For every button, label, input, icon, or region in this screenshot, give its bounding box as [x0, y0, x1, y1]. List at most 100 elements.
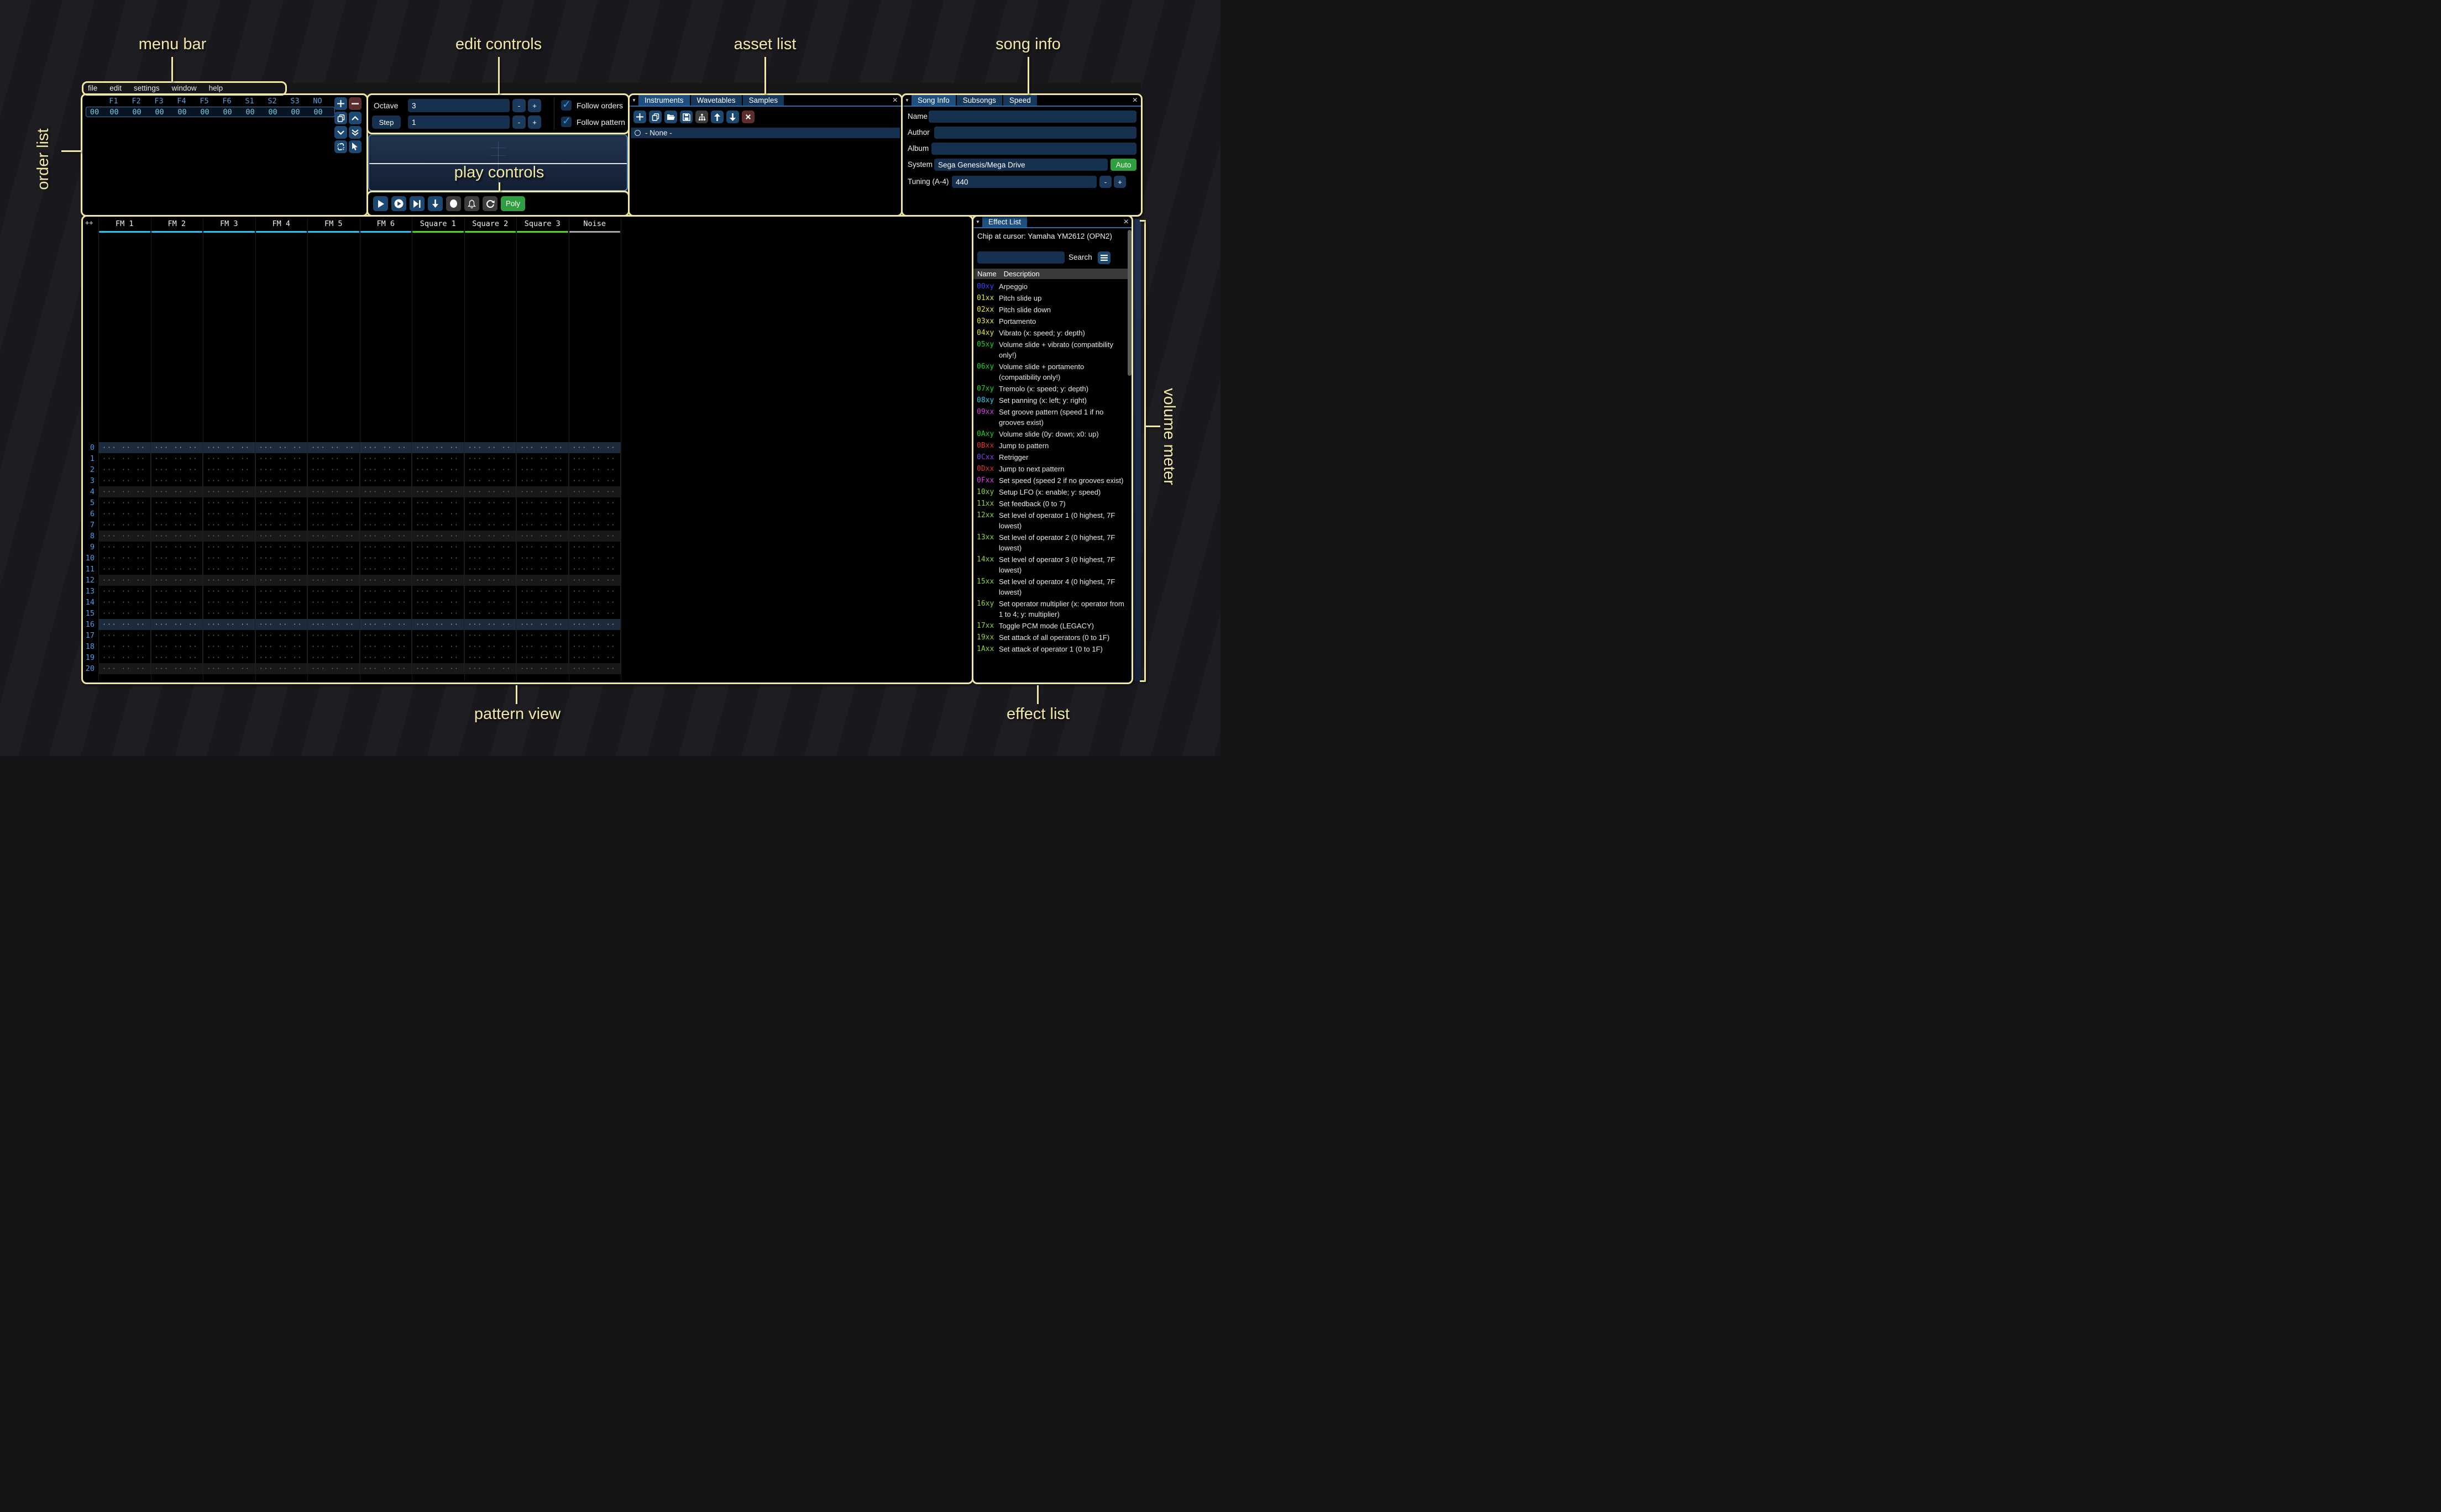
pattern-cell[interactable]: ··· ·· ·· ···· [307, 564, 360, 575]
pattern-cell[interactable]: ··· ·· ·· ···· [516, 519, 569, 531]
pattern-cell[interactable]: ··· ·· ·· ···· [203, 619, 255, 630]
effect-row[interactable]: 01xx Pitch slide up [977, 293, 1125, 303]
effect-row[interactable]: 0Dxx Jump to next pattern [977, 464, 1125, 474]
pattern-cell[interactable]: ··· ·· ·· ···· [203, 663, 255, 674]
pattern-cell[interactable]: ··· ·· ·· ···· [98, 553, 151, 564]
effect-row[interactable]: 06xy Volume slide + portamento (compatibi… [977, 361, 1125, 382]
pattern-cell[interactable]: ··· ·· ·· ···· [464, 497, 516, 508]
effect-row[interactable]: 0Fxx Set speed (speed 2 if no grooves exi… [977, 475, 1125, 486]
step-row-button[interactable] [428, 196, 443, 211]
pattern-cell[interactable]: ··· ·· ·· ···· [568, 531, 621, 542]
asset-selected-row[interactable]: - None - [631, 128, 900, 138]
pattern-cell[interactable]: ··· ·· ·· ···· [569, 564, 621, 575]
pattern-cell[interactable]: ··· ·· ·· ···· [412, 553, 464, 564]
pattern-cell[interactable]: ··· ·· ·· ···· [307, 619, 360, 630]
pattern-cell[interactable]: ··· ·· ·· ···· [516, 619, 569, 630]
album-input[interactable] [931, 143, 1136, 155]
pattern-cell[interactable]: ··· ·· ·· ···· [516, 575, 569, 586]
pattern-cell[interactable]: ··· ·· ·· ···· [359, 619, 412, 630]
pattern-row[interactable]: 13 ··· ·· ·· ··· ·· ·· ·· · · · ·· ··· · · · · · … [83, 586, 621, 597]
channel-header[interactable]: FM 5 [307, 219, 360, 233]
pattern-row[interactable]: 9 ··· ·· ·· ··· ·· ·· ·· · · · ·· ··· · · · · · ·… [83, 542, 621, 553]
asset-move-up-button[interactable] [711, 111, 724, 123]
pattern-cell[interactable]: ··· ·· ·· ···· [203, 564, 255, 575]
pattern-cell[interactable]: ··· ·· ·· ···· [464, 608, 516, 619]
pattern-cell[interactable]: ··· ·· ·· ···· [255, 608, 307, 619]
pattern-cell[interactable]: ··· ·· ·· ···· [151, 630, 203, 641]
effect-row[interactable]: 15xx Set level of operator 4 (0 highest, … [977, 576, 1125, 597]
pattern-cell[interactable]: ··· ·· ·· ···· [307, 464, 360, 475]
order-move-down-button[interactable] [334, 126, 347, 139]
order-cell[interactable]: 00 [223, 107, 232, 117]
system-auto-button[interactable]: Auto [1111, 159, 1136, 171]
pattern-cell[interactable]: ··· ·· ·· ···· [412, 442, 464, 453]
menu-item-help[interactable]: help [208, 84, 223, 92]
pattern-row[interactable]: 7 ··· ·· ·· ··· ·· ·· ·· · · · ·· ··· · · · · · ·… [83, 519, 621, 531]
pattern-cell[interactable]: ··· ·· ·· ···· [412, 453, 464, 464]
pattern-cell[interactable]: ··· ·· ·· ···· [151, 608, 203, 619]
pattern-cell[interactable]: ··· ·· ·· ···· [203, 453, 255, 464]
pattern-cell[interactable]: ··· ·· ·· ···· [360, 564, 412, 575]
pattern-cell[interactable]: ··· ·· ·· ···· [255, 519, 307, 531]
pattern-cell[interactable]: ··· ·· ·· ···· [412, 464, 464, 475]
pattern-cell[interactable]: ··· ·· ·· ···· [569, 464, 621, 475]
effect-row[interactable]: 04xy Vibrato (x: speed; y: depth) [977, 328, 1125, 338]
tuning-plus-button[interactable]: + [1114, 176, 1126, 188]
effect-row[interactable]: 08xy Set panning (x: left; y: right) [977, 395, 1125, 406]
pattern-cell[interactable]: ··· ·· ·· ···· [98, 564, 151, 575]
pattern-cell[interactable]: ··· ·· ·· ···· [307, 575, 360, 586]
pattern-cell[interactable]: ··· ·· ·· ···· [516, 641, 569, 652]
pattern-cell[interactable]: ··· ·· ·· ···· [464, 442, 516, 453]
tab-song-info[interactable]: Song Info [912, 95, 956, 106]
pattern-cell[interactable]: ··· ·· ·· ···· [98, 652, 151, 663]
pattern-cell[interactable]: ··· ·· ·· ···· [98, 475, 151, 486]
pattern-cell[interactable]: ··· ·· ·· ···· [255, 442, 307, 453]
pattern-row[interactable]: 11 ··· ·· ·· ··· ·· ·· ·· · · · ·· ··· · · · · · … [83, 564, 621, 575]
close-icon[interactable]: × [1123, 217, 1129, 227]
collapse-icon[interactable]: ▼ [905, 98, 909, 103]
pattern-cell[interactable]: ··· ·· ·· ···· [98, 453, 151, 464]
pattern-cell[interactable]: ··· ·· ·· ···· [360, 553, 412, 564]
tab-effect-list[interactable]: Effect List [982, 217, 1028, 227]
effect-row[interactable]: 12xx Set level of operator 1 (0 highest, … [977, 510, 1125, 531]
pattern-cell[interactable]: ··· ·· ·· ···· [360, 652, 412, 663]
pattern-cell[interactable]: ··· ·· ·· ···· [569, 641, 621, 652]
pattern-row[interactable]: 14 ··· ·· ·· ··· ·· ·· ·· · · · ·· ··· · · · · · … [83, 597, 621, 608]
pattern-cell[interactable]: ··· ·· ·· ···· [516, 508, 569, 519]
pattern-cell[interactable]: ··· ·· ·· ···· [464, 641, 516, 652]
pattern-cell[interactable]: ··· ·· ·· ···· [255, 453, 307, 464]
play-from-pattern-button[interactable] [391, 196, 406, 211]
octave-plus-button[interactable]: + [528, 99, 541, 112]
pattern-cell[interactable]: ··· ·· ·· ···· [516, 597, 569, 608]
order-row[interactable]: 00 00 00 00 00 00 00 00 00 00 00 [86, 107, 335, 117]
pattern-cell[interactable]: ··· ·· ·· ···· [151, 508, 203, 519]
pattern-cell[interactable]: ··· ·· ·· ···· [464, 663, 516, 674]
pattern-cell[interactable]: ··· ·· ·· ···· [516, 652, 569, 663]
pattern-cell[interactable]: ··· ·· ·· ···· [255, 531, 307, 542]
order-cell[interactable]: 00 [313, 107, 323, 117]
pattern-cell[interactable]: ··· ·· ·· ···· [151, 453, 203, 464]
pattern-cell[interactable]: ··· ·· ·· ···· [359, 663, 412, 674]
pattern-cell[interactable]: ··· ·· ·· ···· [464, 564, 516, 575]
pattern-cell[interactable]: ··· ·· ·· ···· [360, 542, 412, 553]
pattern-cell[interactable]: ··· ·· ·· ···· [203, 508, 255, 519]
poly-button[interactable]: Poly [501, 196, 525, 211]
pattern-cell[interactable]: ··· ·· ·· ···· [255, 586, 307, 597]
pattern-cell[interactable]: ··· ·· ·· ···· [98, 586, 151, 597]
asset-move-down-button[interactable] [726, 111, 739, 123]
pattern-cell[interactable]: ··· ·· ·· ···· [150, 575, 203, 586]
asset-open-button[interactable] [664, 111, 677, 123]
pattern-cell[interactable]: ··· ·· ·· ···· [464, 508, 516, 519]
pattern-row[interactable]: 8 ··· ·· ·· ··· ·· ·· ·· · · · ·· ··· · · · · · ·… [83, 531, 621, 542]
pattern-corner-button[interactable]: ++ [85, 219, 93, 227]
pattern-cell[interactable]: ··· ·· ·· ···· [412, 497, 464, 508]
tab-instruments[interactable]: Instruments [638, 95, 690, 106]
pattern-cell[interactable]: ··· ·· ·· ···· [307, 453, 360, 464]
pattern-cell[interactable]: ··· ·· ·· ···· [569, 497, 621, 508]
step-plus-button[interactable]: + [528, 116, 541, 129]
pattern-row[interactable]: 5 ··· ·· ·· ··· ·· ·· ·· · · · ·· ··· · · · · · ·… [83, 497, 621, 508]
pattern-cell[interactable]: ··· ·· ·· ···· [151, 586, 203, 597]
name-input[interactable] [929, 111, 1136, 123]
pattern-cell[interactable]: ··· ·· ·· ···· [255, 486, 307, 497]
pattern-cell[interactable]: ··· ·· ·· ···· [360, 464, 412, 475]
